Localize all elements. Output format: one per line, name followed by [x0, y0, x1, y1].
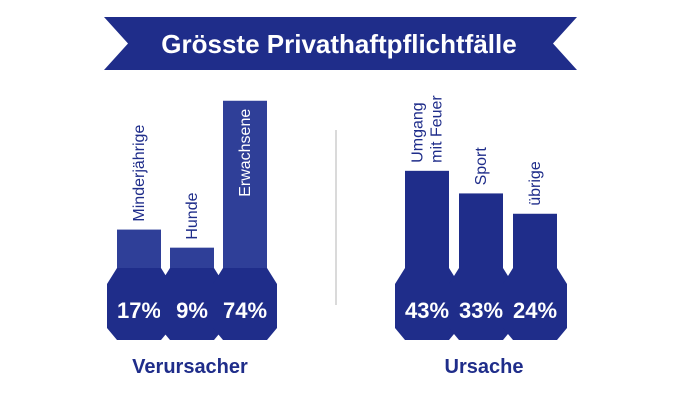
- bar-umgang-mit-feuer: [405, 170, 449, 268]
- bar-erwachsene: [223, 100, 267, 268]
- group-label-verursacher: Verursacher: [132, 356, 248, 378]
- chart-title: Grösste Privathaftpflichtfälle: [161, 29, 516, 59]
- category-label-minderjaehrige: Minderjährige: [131, 125, 148, 222]
- value-badge-minderjaehrige: [107, 268, 171, 340]
- bar-hunde: [170, 247, 214, 268]
- value-badge-erwachsene: [213, 268, 277, 340]
- value-label-sport: 33%: [459, 298, 503, 323]
- category-label-line: übrige: [527, 161, 544, 206]
- category-label-line: Minderjährige: [131, 125, 148, 222]
- value-label-umgang-mit-feuer: 43%: [405, 298, 449, 323]
- value-badge-umgang-mit-feuer: [395, 268, 459, 340]
- value-badge-hunde: [160, 268, 224, 340]
- category-label-uebrige: übrige: [527, 161, 544, 206]
- group-label-ursache: Ursache: [445, 356, 524, 378]
- category-label-umgang-mit-feuer: Umgang mit Feuer: [410, 95, 446, 163]
- category-label-erwachsene: Erwachsene: [237, 109, 254, 197]
- title-ribbon: [104, 17, 577, 70]
- group-verursacher: 17% Minderjährige 9% Hunde 74% Erwachsene: [107, 100, 277, 340]
- value-label-erwachsene: 74%: [223, 298, 267, 323]
- category-label-sport: Sport: [473, 147, 490, 186]
- value-label-minderjaehrige: 17%: [117, 298, 161, 323]
- category-label-line: Sport: [473, 147, 490, 186]
- bar-sport: [459, 193, 503, 268]
- group-ursache: 43% Umgang mit Feuer 33% Sport 24% übrige: [395, 95, 567, 340]
- category-label-line: Umgang: [410, 102, 427, 162]
- value-badge-uebrige: [503, 268, 567, 340]
- category-label-line: Hunde: [184, 192, 201, 239]
- category-label-line: mit Feuer: [429, 95, 446, 163]
- bar-uebrige: [513, 213, 557, 268]
- bar-minderjaehrige: [117, 229, 161, 268]
- value-label-hunde: 9%: [176, 298, 208, 323]
- category-label-line: Erwachsene: [237, 109, 254, 197]
- category-label-hunde: Hunde: [184, 192, 201, 239]
- value-label-uebrige: 24%: [513, 298, 557, 323]
- value-badge-sport: [449, 268, 513, 340]
